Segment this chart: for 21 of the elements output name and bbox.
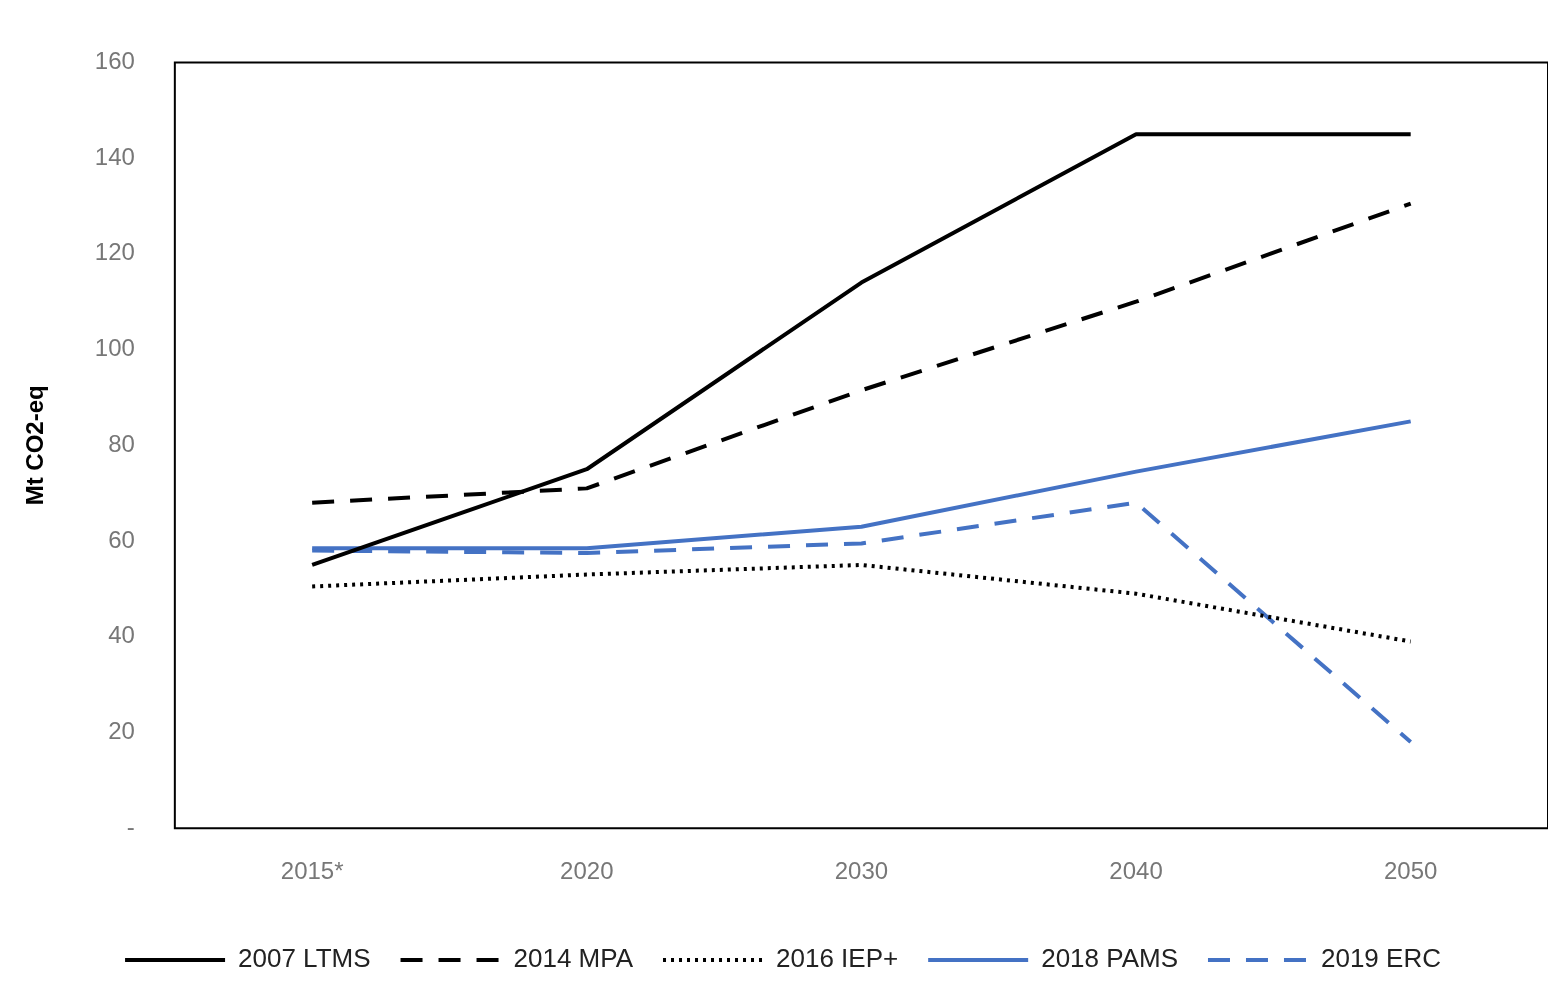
y-axis-title: Mt CO2-eq [21, 385, 49, 506]
y-tick-label: - [126, 812, 135, 840]
legend-label: 2007 LTMS [238, 943, 371, 974]
x-tick-label: 2020 [560, 857, 614, 885]
y-tick-label: 120 [94, 238, 135, 266]
y-tick-label: 140 [94, 142, 135, 170]
y-tick-label: 60 [108, 525, 135, 553]
legend-label: 2014 MPA [513, 943, 634, 974]
x-tick-label: 2030 [834, 857, 889, 885]
legend-label: 2019 ERC [1320, 943, 1441, 974]
y-tick-label: 80 [108, 429, 135, 457]
x-tick-label: 2050 [1383, 857, 1438, 885]
y-tick-label: 20 [108, 717, 135, 745]
x-tick-label: 2040 [1109, 857, 1163, 885]
y-tick-label: 160 [94, 47, 135, 75]
legend-label: 2016 IEP+ [776, 943, 899, 974]
legend-label: 2018 PAMS [1041, 943, 1178, 974]
y-tick-label: 100 [94, 334, 135, 362]
y-tick-label: 40 [108, 621, 135, 649]
x-tick-label: 2015* [280, 857, 344, 885]
line-series [310, 562, 1413, 644]
